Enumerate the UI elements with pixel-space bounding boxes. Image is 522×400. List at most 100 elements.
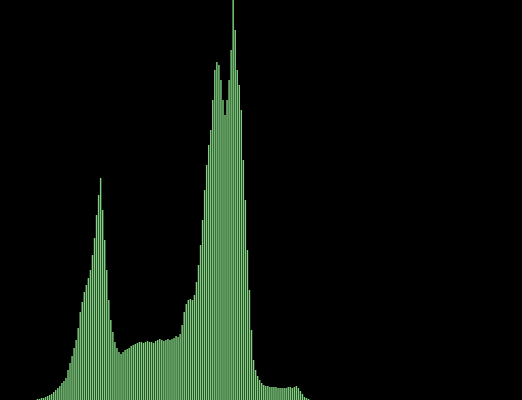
histogram-bar [63,381,65,400]
histogram-bar [195,282,198,400]
histogram-bar [242,160,245,400]
histogram-bar [277,388,279,400]
histogram-bar [250,330,253,400]
histogram-bar [42,398,45,400]
histogram-bar [285,388,287,400]
histogram-bar [163,341,165,400]
histogram-bar [299,391,302,400]
histogram-bar [40,398,43,400]
histogram-bar [169,340,171,400]
histogram-bar [93,238,96,400]
histogram-bar [132,345,134,400]
histogram-bar [118,352,120,400]
histogram-bar [212,100,214,400]
histogram-bar [79,312,81,400]
histogram-bar [136,343,139,400]
histogram-bar [279,388,281,400]
histogram-bar [271,387,273,400]
histogram-bar [91,255,94,400]
histogram-bar [218,65,220,400]
histogram-bar [226,100,228,400]
histogram-bar [103,240,106,400]
histogram-bar [112,332,114,400]
histogram-bar [293,387,296,400]
histogram-bar [159,339,161,400]
histogram-bar [252,360,255,400]
histogram-bar [161,340,163,400]
histogram-bar [265,386,267,400]
histogram-bar [295,386,298,400]
histogram-bar [116,348,118,400]
histogram-bar [187,300,190,400]
histogram-bar [210,130,212,400]
histogram-bar [83,292,86,400]
histogram-bar [201,220,204,400]
histogram-bar [157,340,159,400]
histogram-bar [193,295,196,400]
histogram-bar [152,343,155,400]
histogram-bar [77,328,79,400]
histogram-bar [89,270,92,400]
histogram-bar [177,337,179,400]
histogram-bar [120,354,122,400]
histogram-bar [50,394,53,400]
histogram-bar [175,336,177,400]
histogram-bar [220,80,222,400]
histogram-bar [59,386,61,400]
histogram-bar [128,348,130,400]
histogram-bar [305,398,308,400]
histogram-bar [106,270,108,400]
histogram-bar [142,343,145,400]
histogram-bar [146,341,149,400]
histogram-bar [181,325,183,400]
histogram-bar [183,312,185,400]
histogram-bar [138,342,141,400]
histogram-bar [224,115,226,400]
histogram-bar [267,386,269,400]
histogram-bar [81,302,83,400]
histogram-bar [87,278,90,400]
histogram-bar [154,341,157,400]
histogram-bar [281,388,283,400]
histogram-bar [130,346,132,400]
histogram-bar [140,342,143,400]
histogram-bar [230,50,232,400]
histogram-bar [173,338,175,400]
histogram-bar [110,320,112,400]
histogram-bar [234,30,236,400]
histogram-bar [165,340,167,400]
histogram-bar [57,388,59,400]
histogram-bar [73,348,75,400]
histogram-bar [246,250,249,400]
histogram-bar [61,383,63,400]
histogram-bar [114,342,116,400]
histogram-bar [167,339,169,400]
histogram-bar [289,387,291,400]
histogram-bar [126,349,128,400]
histogram-bar [185,304,187,400]
histogram-bar [214,70,216,400]
histogram-bar [75,340,77,400]
histogram-bar [261,383,263,400]
histogram-bar [67,370,69,400]
histogram-bar [303,397,306,400]
histogram-bar [191,300,194,400]
histogram-bar [236,70,238,400]
histogram-bar [254,370,257,400]
histogram-bar [179,334,181,400]
histogram-bar [283,388,285,400]
histogram-bar [256,376,259,400]
histogram-bar [287,387,289,400]
histogram-bar [44,397,47,400]
histogram-bar [240,110,243,400]
histogram-bar [69,363,71,400]
histogram-bar [95,215,98,400]
histogram-bar [65,378,67,400]
histogram-bar [99,178,102,400]
histogram-bar [55,390,57,400]
histogram-bar [171,339,173,400]
histogram-bar [232,0,234,400]
histogram-bar [291,388,294,400]
histogram-bar [124,350,126,400]
